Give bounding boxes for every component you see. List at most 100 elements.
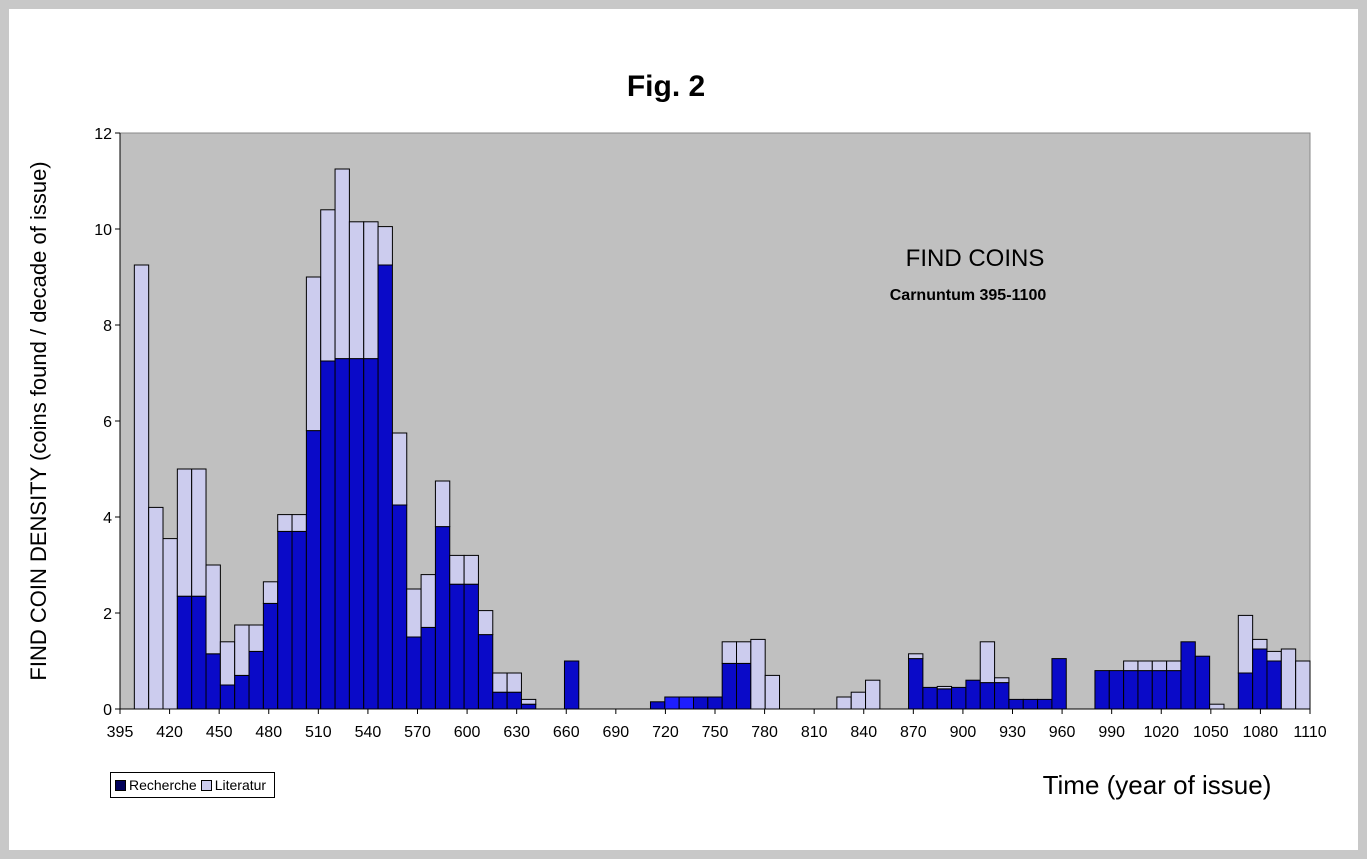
bar-recherche-435 bbox=[176, 595, 193, 710]
bar-recherche-1005 bbox=[994, 682, 1010, 710]
bar-recherche-625 bbox=[449, 583, 465, 710]
bar-literatur-555 bbox=[348, 221, 365, 360]
bar-literatur-405 bbox=[133, 264, 150, 710]
bar-recherche-485 bbox=[248, 650, 264, 710]
legend-swatch-literatur bbox=[200, 779, 212, 791]
x-tick-label-1080: 1080 bbox=[1243, 724, 1279, 741]
bar-recherche-545 bbox=[334, 358, 350, 710]
bar-recherche-665 bbox=[506, 691, 522, 710]
x-tick-label-1110: 1110 bbox=[1293, 724, 1326, 741]
bar-recherche-605 bbox=[420, 626, 436, 710]
bar-literatur-445 bbox=[191, 468, 207, 597]
bar-literatur-665 bbox=[506, 672, 522, 693]
annotation-title: FIND COINS bbox=[906, 245, 1045, 272]
x-tick-label-1050: 1050 bbox=[1193, 724, 1229, 741]
bar-recherche-1145 bbox=[1194, 655, 1211, 710]
bar-recherche-515 bbox=[291, 530, 307, 710]
bar-literatur-825 bbox=[736, 641, 752, 664]
bar-recherche-1195 bbox=[1266, 660, 1282, 710]
bar-recherche-675 bbox=[520, 703, 537, 710]
bar-literatur-485 bbox=[248, 624, 264, 652]
bar-literatur-915 bbox=[865, 679, 881, 710]
bar-literatur-1205 bbox=[1280, 648, 1297, 710]
y-tick-label-0: 0 bbox=[103, 702, 112, 719]
bar-literatur-495 bbox=[262, 581, 279, 604]
bar-recherche-1125 bbox=[1166, 670, 1182, 710]
y-tick-label-10: 10 bbox=[94, 222, 112, 239]
x-tick-label-990: 990 bbox=[1098, 724, 1125, 741]
bar-recherche-1185 bbox=[1252, 648, 1268, 710]
y-tick-label-6: 6 bbox=[103, 414, 112, 431]
bar-literatur-1115 bbox=[1151, 660, 1168, 672]
bar-recherche-645 bbox=[477, 634, 494, 710]
x-tick-label-450: 450 bbox=[206, 724, 233, 741]
bar-literatur-615 bbox=[434, 480, 451, 528]
bar-literatur-1185 bbox=[1252, 638, 1268, 650]
bar-literatur-595 bbox=[406, 588, 422, 638]
legend-item-literatur: Literatur bbox=[200, 777, 266, 793]
bar-literatur-1195 bbox=[1266, 650, 1282, 662]
bar-literatur-465 bbox=[219, 641, 236, 686]
y-axis-label: FIND COIN DENSITY (coins found / decade … bbox=[26, 161, 51, 680]
bar-literatur-1155 bbox=[1209, 703, 1225, 710]
bar-literatur-585 bbox=[391, 432, 408, 506]
bar-literatur-575 bbox=[377, 226, 393, 266]
bar-recherche-535 bbox=[320, 360, 336, 710]
bar-recherche-495 bbox=[262, 602, 279, 710]
x-tick-label-630: 630 bbox=[503, 724, 530, 741]
x-axis-label: Time (year of issue) bbox=[1043, 770, 1272, 800]
bar-recherche-595 bbox=[406, 636, 422, 710]
bar-recherche-815 bbox=[721, 662, 738, 710]
bar-literatur-965 bbox=[936, 685, 953, 690]
bar-recherche-805 bbox=[707, 696, 723, 710]
bar-recherche-1025 bbox=[1022, 698, 1039, 710]
bar-recherche-955 bbox=[922, 686, 938, 710]
bar-literatur-535 bbox=[320, 209, 336, 362]
bar-literatur-505 bbox=[277, 514, 293, 532]
x-tick-label-810: 810 bbox=[801, 724, 828, 741]
annotation-subtitle: Carnuntum 395-1100 bbox=[890, 287, 1047, 304]
bar-recherche-775 bbox=[664, 696, 680, 710]
legend: Recherche Literatur bbox=[110, 772, 276, 798]
bar-recherche-825 bbox=[736, 662, 752, 710]
y-tick-label-8: 8 bbox=[103, 318, 112, 335]
bar-recherche-1085 bbox=[1108, 670, 1125, 710]
bar-recherche-1045 bbox=[1051, 658, 1067, 710]
bar-literatur-1105 bbox=[1137, 660, 1153, 672]
bar-literatur-675 bbox=[520, 698, 537, 705]
bar-recherche-655 bbox=[492, 691, 508, 710]
bar-literatur-415 bbox=[148, 506, 164, 710]
bar-recherche-995 bbox=[979, 682, 996, 710]
x-tick-label-420: 420 bbox=[156, 724, 183, 741]
bar-recherche-1015 bbox=[1008, 698, 1024, 710]
bar-recherche-565 bbox=[363, 358, 379, 710]
x-tick-label-690: 690 bbox=[602, 724, 629, 741]
bar-literatur-435 bbox=[176, 468, 193, 597]
bar-recherche-1135 bbox=[1180, 641, 1196, 710]
bar-literatur-475 bbox=[234, 624, 250, 676]
bar-recherche-1095 bbox=[1123, 670, 1139, 710]
x-tick-label-960: 960 bbox=[1049, 724, 1076, 741]
x-tick-label-840: 840 bbox=[850, 724, 877, 741]
bar-literatur-1095 bbox=[1123, 660, 1139, 672]
x-tick-label-480: 480 bbox=[255, 724, 282, 741]
bar-literatur-425 bbox=[162, 538, 178, 710]
bar-recherche-1105 bbox=[1137, 670, 1153, 710]
bar-literatur-635 bbox=[463, 554, 479, 585]
bar-literatur-515 bbox=[291, 514, 307, 532]
bar-literatur-455 bbox=[205, 564, 221, 655]
bar-literatur-625 bbox=[449, 554, 465, 585]
x-tick-label-660: 660 bbox=[553, 724, 580, 741]
legend-label-recherche: Recherche bbox=[129, 777, 197, 793]
bar-literatur-835 bbox=[750, 638, 766, 710]
x-ticks: 395 420 450 480 510 540 570 600 630 660 690 720 750 7… bbox=[107, 709, 1327, 741]
bar-literatur-905 bbox=[850, 691, 867, 710]
bar-recherche-465 bbox=[219, 684, 236, 710]
bar-literatur-655 bbox=[492, 672, 508, 693]
x-tick-label-930: 930 bbox=[999, 724, 1026, 741]
bar-recherche-945 bbox=[908, 658, 924, 710]
bar-recherche-795 bbox=[692, 696, 709, 710]
bar-recherche-575 bbox=[377, 264, 393, 710]
bar-literatur-605 bbox=[420, 574, 436, 628]
